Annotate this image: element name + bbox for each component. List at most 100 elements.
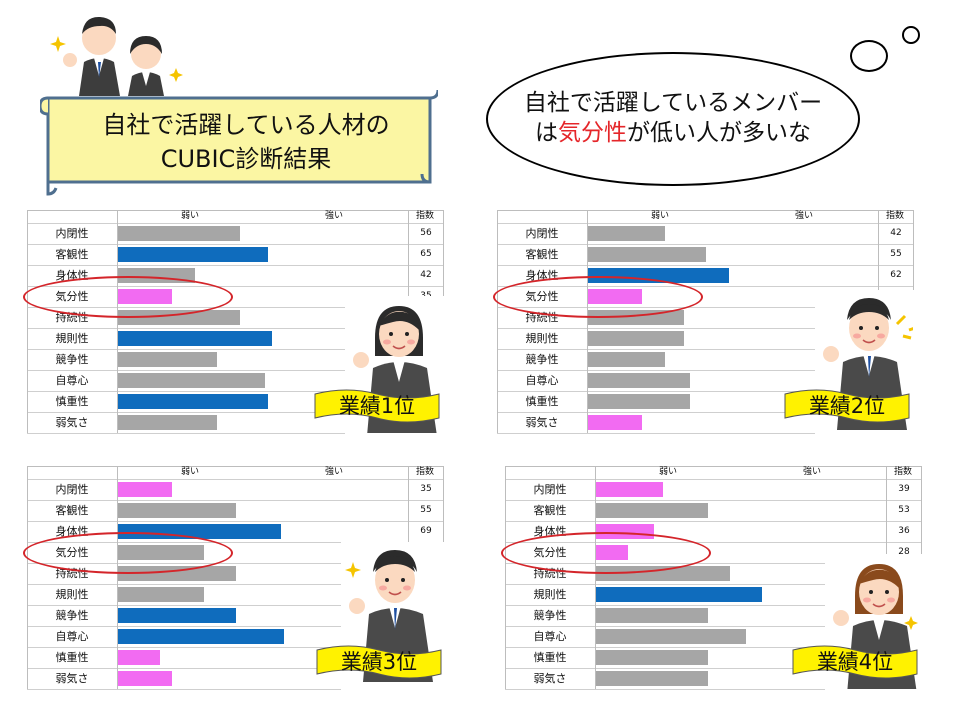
- bar-客観性: [588, 247, 707, 262]
- row-label: 慎重性: [525, 395, 559, 408]
- chart-panel-rank4: 弱い 強い 指数 内閉性 39 客観性 53 身体性 36 気分性 28 持続性 規則性 競争性 自尊心 慎重…: [501, 466, 922, 690]
- bar-弱気さ: [118, 415, 218, 430]
- bar-競争性: [118, 608, 237, 623]
- highlight-oval: [23, 276, 233, 318]
- bar-慎重性: [588, 394, 691, 409]
- row-label: 客観性: [55, 248, 89, 261]
- row-label: 競争性: [55, 353, 89, 366]
- row-label: 規則性: [55, 588, 89, 601]
- bar-弱気さ: [118, 671, 173, 686]
- row-label: 競争性: [533, 609, 567, 622]
- bar-競争性: [118, 352, 218, 367]
- row-label: 自尊心: [55, 630, 89, 643]
- bar-弱気さ: [596, 671, 708, 686]
- scroll-banner-title: 自社で活躍している人材の CUBIC診断結果: [96, 108, 396, 176]
- header-strong: 強い: [795, 211, 814, 221]
- rank-badge-label: 業績2位: [808, 394, 886, 418]
- rank-badge-label: 業績4位: [816, 650, 894, 674]
- row-label: 内閉性: [55, 227, 89, 240]
- row-label: 内閉性: [525, 227, 559, 240]
- rank-badge: 業績1位: [313, 388, 441, 424]
- scroll-banner: 自社で活躍している人材の CUBIC診断結果: [40, 90, 438, 196]
- header-index: 指数: [416, 467, 435, 477]
- bar-競争性: [596, 608, 708, 623]
- bubble-dot-large: [850, 40, 888, 72]
- bar-自尊心: [118, 629, 285, 644]
- highlight-oval: [23, 532, 233, 574]
- rank-badge: 業績2位: [783, 388, 911, 424]
- bar-内閉性: [118, 226, 240, 241]
- index-value: 69: [420, 526, 432, 536]
- chart-panel-rank2: 弱い 強い 指数 内閉性 42 客観性 55 身体性 62 気分性 持続性 規則性 競争性 自尊心 慎重性弱…: [493, 210, 914, 434]
- header-strong: 強い: [325, 467, 344, 477]
- bar-規則性: [596, 587, 763, 602]
- bar-内閉性: [588, 226, 665, 241]
- row-label: 客観性: [55, 504, 89, 517]
- index-value: 42: [890, 228, 902, 238]
- index-value: 53: [898, 505, 910, 515]
- bar-規則性: [118, 331, 272, 346]
- bubble-highlight: 気分性: [558, 120, 627, 146]
- chart-panel-rank3: 弱い 強い 指数 内閉性 35 客観性 55 身体性 69 気分性 持続性 規則性 競争性 自尊心 慎重性弱…: [23, 466, 444, 690]
- bubble-line-2: は気分性が低い人が多いな: [535, 120, 811, 146]
- rank-badge: 業績4位: [791, 644, 919, 680]
- business-people-illustration: [50, 16, 183, 96]
- row-label: 自尊心: [525, 374, 559, 387]
- header-index: 指数: [894, 467, 913, 477]
- bubble-ellipse: [486, 52, 860, 186]
- row-label: 客観性: [525, 248, 559, 261]
- header-weak: 弱い: [651, 211, 670, 221]
- header-weak: 弱い: [181, 467, 200, 477]
- row-label: 競争性: [525, 353, 559, 366]
- row-label: 規則性: [525, 332, 559, 345]
- bar-内閉性: [596, 482, 664, 497]
- row-label: 弱気さ: [55, 416, 89, 429]
- row-label: 慎重性: [55, 651, 89, 664]
- row-label: 内閉性: [55, 483, 89, 496]
- header-strong: 強い: [325, 211, 344, 221]
- index-value: 36: [898, 526, 910, 536]
- bar-客観性: [118, 247, 269, 262]
- row-label: 自尊心: [55, 374, 89, 387]
- row-label: 客観性: [533, 504, 567, 517]
- bubble-text: 自社で活躍しているメンバー は気分性が低い人が多いな: [486, 88, 860, 148]
- index-value: 55: [420, 505, 432, 515]
- highlight-oval: [493, 276, 703, 318]
- bar-自尊心: [596, 629, 747, 644]
- rank-badge: 業績3位: [315, 644, 443, 680]
- bar-慎重性: [596, 650, 708, 665]
- row-label: 規則性: [533, 588, 567, 601]
- index-value: 42: [420, 270, 432, 280]
- bar-規則性: [588, 331, 684, 346]
- bar-客観性: [118, 503, 237, 518]
- bubble-dot-small: [902, 26, 920, 44]
- index-value: 56: [420, 228, 432, 238]
- bar-弱気さ: [588, 415, 643, 430]
- row-label: 内閉性: [533, 483, 567, 496]
- row-label: 弱気さ: [533, 672, 567, 685]
- bar-内閉性: [118, 482, 173, 497]
- header-index: 指数: [886, 211, 905, 221]
- header-index: 指数: [416, 211, 435, 221]
- bar-規則性: [118, 587, 205, 602]
- bar-競争性: [588, 352, 665, 367]
- rank-badge-label: 業績1位: [338, 394, 416, 418]
- header-weak: 弱い: [659, 467, 678, 477]
- row-label: 慎重性: [55, 395, 89, 408]
- banner-line-2: CUBIC診断結果: [160, 145, 332, 173]
- index-value: 65: [420, 249, 432, 259]
- thought-bubble: 自社で活躍しているメンバー は気分性が低い人が多いな: [486, 52, 860, 186]
- bar-客観性: [596, 503, 708, 518]
- row-label: 規則性: [55, 332, 89, 345]
- row-label: 競争性: [55, 609, 89, 622]
- bubble-line-1: 自社で活躍しているメンバー: [523, 90, 823, 116]
- bar-自尊心: [118, 373, 266, 388]
- row-label: 自尊心: [533, 630, 567, 643]
- chart-panel-rank1: 弱い強い指数内閉性56客観性65身体性42気分性35持続性規則性競争性自尊心慎重…: [23, 210, 444, 434]
- index-value: 28: [898, 547, 910, 557]
- row-label: 弱気さ: [525, 416, 559, 429]
- bar-慎重性: [118, 394, 269, 409]
- header-strong: 強い: [803, 467, 822, 477]
- bar-慎重性: [118, 650, 160, 665]
- rank-badge-label: 業績3位: [340, 650, 418, 674]
